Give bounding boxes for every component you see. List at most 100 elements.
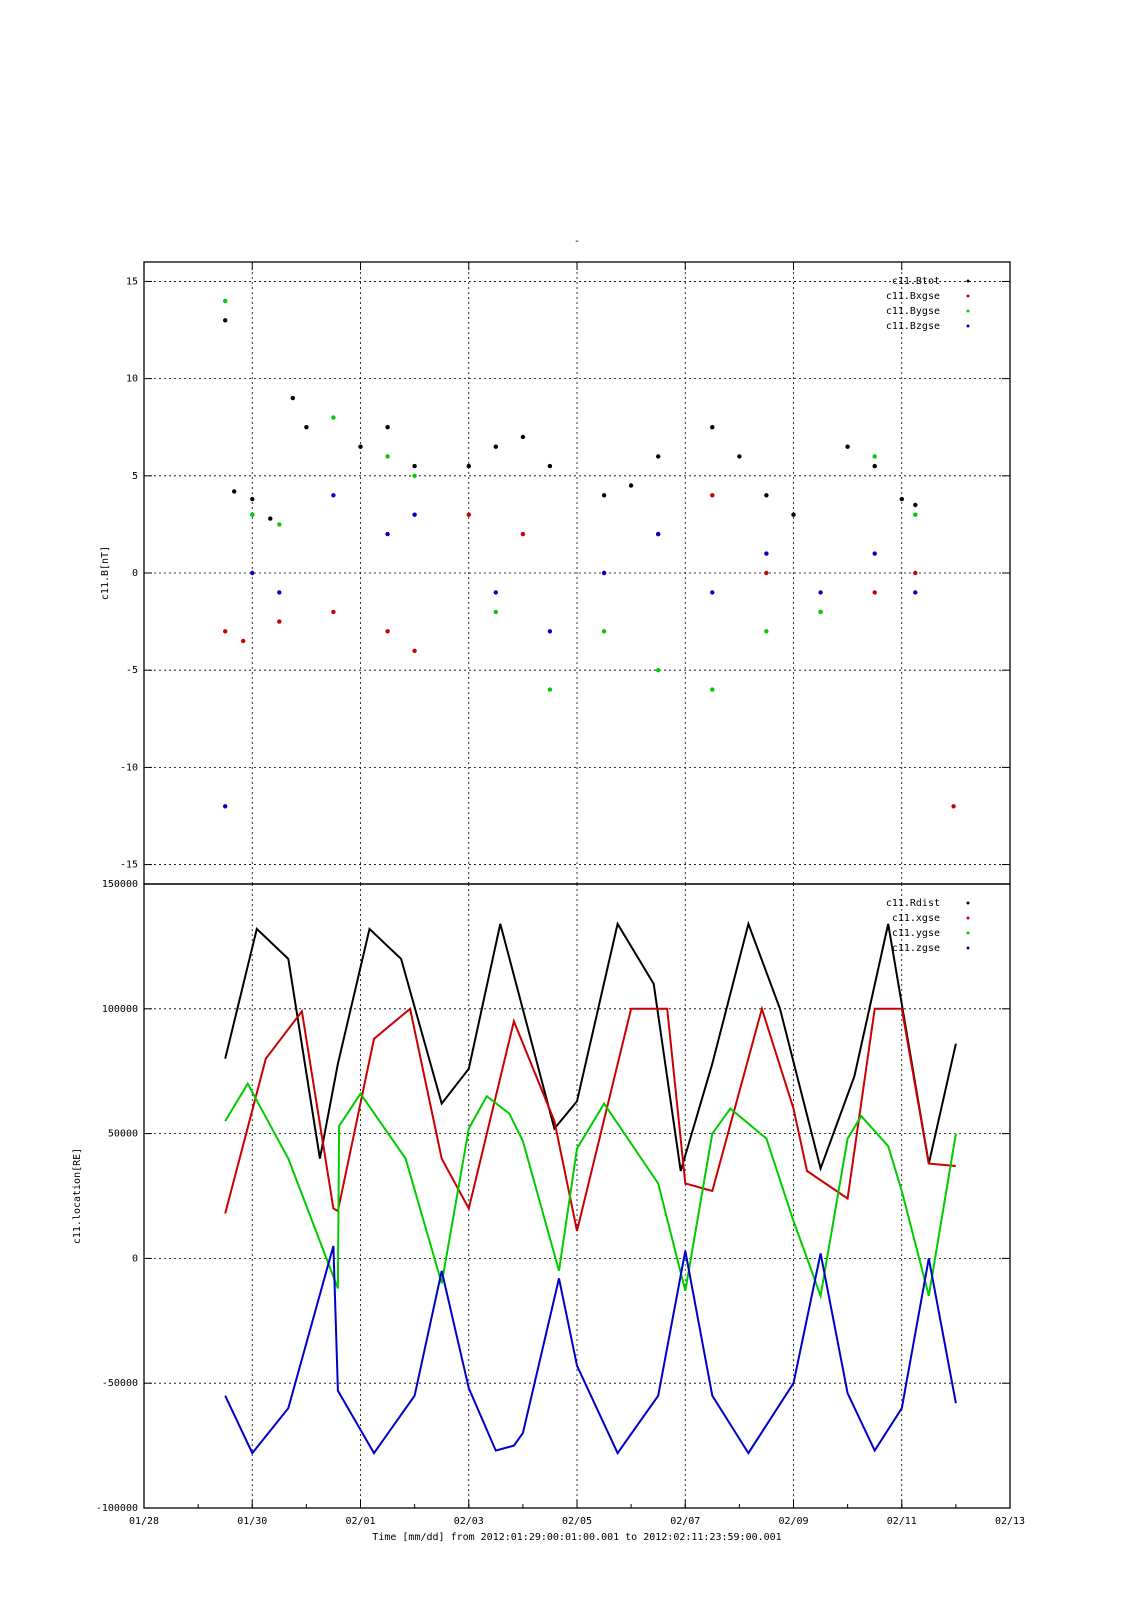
legend-label: c11.Bzgse	[886, 321, 940, 332]
data-line	[224, 1081, 957, 1300]
data-point	[385, 629, 390, 634]
data-point	[791, 512, 796, 517]
data-point	[656, 454, 661, 459]
data-point	[913, 570, 918, 576]
data-point	[412, 473, 417, 478]
data-point	[710, 493, 715, 498]
data-point	[223, 298, 228, 304]
data-point	[628, 483, 634, 488]
data-point	[412, 512, 417, 517]
legend-label: c11.Bygse	[886, 306, 940, 317]
series-c11-xgse	[224, 1005, 956, 1232]
y-tick-label: -100000	[96, 1503, 138, 1514]
data-point	[223, 804, 228, 809]
x-tick-label: 02/03	[454, 1516, 484, 1527]
data-point	[232, 489, 237, 494]
data-point	[913, 502, 918, 508]
data-point	[223, 629, 228, 634]
data-point	[331, 609, 336, 615]
y-tick-label: 5	[132, 471, 138, 482]
data-point	[764, 629, 769, 634]
x-axis: 01/28 01/30 02/01 02/03 02/05 02/07 02/09 02/11…	[129, 262, 1025, 1527]
data-point	[764, 570, 769, 576]
figure-title: -	[574, 236, 580, 247]
legend-marker	[966, 901, 970, 905]
y-tick-label: -50000	[102, 1378, 138, 1389]
data-point	[710, 425, 715, 430]
data-point	[304, 425, 309, 430]
data-point	[520, 531, 526, 537]
data-point	[872, 551, 877, 556]
legend-marker	[966, 324, 970, 328]
data-point	[466, 463, 471, 469]
x-tick-label: 02/01	[345, 1516, 375, 1527]
x-tick-label: 02/09	[778, 1516, 808, 1527]
legend-label: c11.xgse	[892, 913, 940, 924]
series-c11-bzgse	[223, 493, 918, 809]
legend-label: c11.Bxgse	[886, 291, 940, 302]
y-tick-label: 10	[126, 374, 138, 385]
legend-marker	[966, 916, 970, 920]
x-tick-label: 02/05	[562, 1516, 592, 1527]
data-point	[899, 496, 904, 502]
data-point	[277, 619, 282, 624]
y-tick-label: 50000	[108, 1129, 138, 1140]
data-point	[331, 493, 336, 498]
data-point	[241, 638, 246, 644]
data-point	[385, 425, 390, 430]
top-legend: c11.Btot c11.Bxgse c11.Bygse c11.Bzgse	[886, 276, 970, 332]
series-c11-bxgse	[223, 493, 956, 809]
top-points	[223, 298, 956, 809]
data-point	[601, 570, 607, 576]
data-point	[818, 609, 823, 615]
bottom-curves	[224, 920, 957, 1456]
legend-marker	[966, 931, 970, 935]
bottom-ylabel: c11.location[RE]	[72, 1148, 83, 1244]
data-point	[951, 804, 956, 809]
y-tick-label: 15	[126, 276, 138, 287]
y-tick-label: -5	[126, 665, 138, 676]
y-tick-label: -15	[120, 860, 138, 871]
legend-marker	[966, 309, 970, 313]
series-c11-rdist	[224, 920, 957, 1172]
data-point	[520, 434, 526, 440]
legend-label: c11.Btot	[892, 276, 940, 287]
data-point	[277, 590, 282, 595]
series-c11-btot	[223, 318, 918, 521]
data-point	[737, 454, 742, 459]
legend-label: c11.zgse	[892, 943, 940, 954]
data-point	[268, 516, 273, 521]
data-point	[412, 463, 417, 469]
data-point	[493, 590, 498, 595]
data-point	[547, 629, 553, 634]
data-point	[656, 668, 661, 673]
data-line	[224, 1005, 956, 1232]
data-line	[224, 920, 957, 1172]
x-tick-label: 02/11	[887, 1516, 917, 1527]
legend-label: c11.Rdist	[886, 898, 940, 909]
data-point	[493, 444, 498, 449]
data-point	[845, 444, 850, 449]
data-line	[224, 1245, 957, 1456]
data-point	[358, 444, 363, 449]
data-point	[412, 648, 417, 653]
x-tick-label: 02/07	[670, 1516, 700, 1527]
y-tick-label: 100000	[102, 1004, 138, 1015]
data-point	[872, 590, 877, 595]
data-point	[764, 493, 769, 498]
data-point	[223, 318, 228, 323]
data-point	[547, 463, 553, 469]
data-point	[385, 454, 390, 459]
data-point	[872, 463, 877, 469]
y-tick-label: 0	[132, 1253, 138, 1264]
series-c11-bygse	[223, 298, 918, 692]
data-point	[601, 629, 607, 634]
data-point	[277, 522, 282, 527]
bottom-gridlines	[144, 884, 1010, 1508]
top-yticks: 15 10 5 0 -5 -10 -15	[120, 276, 1010, 871]
data-point	[290, 395, 295, 401]
data-point	[331, 415, 336, 420]
y-tick-label: -10	[120, 762, 138, 773]
bottom-legend: c11.Rdist c11.xgse c11.ygse c11.zgse	[886, 898, 970, 954]
y-tick-label: 150000	[102, 879, 138, 890]
